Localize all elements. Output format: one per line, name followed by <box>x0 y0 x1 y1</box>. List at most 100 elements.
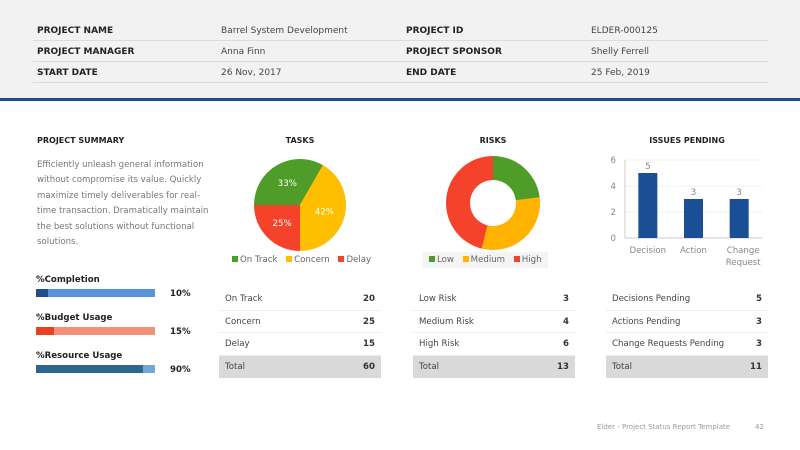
row-label: Change Requests Pending <box>612 339 725 349</box>
table-row: Low Risk 3 <box>413 288 575 311</box>
x-tick-label: Request <box>726 258 762 268</box>
table-row: On Track 20 <box>219 288 381 311</box>
row-label: Decisions Pending <box>612 294 691 304</box>
total-label: Total <box>225 361 246 372</box>
progress-percent: 90% <box>170 365 191 375</box>
slice-low <box>493 156 540 201</box>
progress-fill <box>36 289 48 297</box>
bar-action <box>684 199 703 238</box>
legend-label: Low <box>437 255 454 265</box>
header-value: Barrel System Development <box>221 26 348 36</box>
y-tick-label: 4 <box>611 182 616 192</box>
header-value: Shelly Ferrell <box>591 47 649 57</box>
progress-fill <box>36 365 144 373</box>
risks-legend: Low Medium High <box>423 252 548 268</box>
slice-delay <box>254 205 300 251</box>
bar-value-label: 3 <box>691 188 696 198</box>
total-value: 11 <box>750 361 762 372</box>
total-value: 13 <box>557 361 569 372</box>
table-row: Concern 25 <box>219 311 381 333</box>
row-value: 25 <box>363 316 375 327</box>
table-row: Delay 15 <box>219 333 381 356</box>
slice-label: 33% <box>278 179 297 189</box>
table-total-row: Total 60 <box>219 355 381 378</box>
row-value: 3 <box>756 316 762 327</box>
y-tick-label: 2 <box>611 208 616 218</box>
row-label: Actions Pending <box>612 316 681 327</box>
legend-label: Delay <box>346 255 372 265</box>
table-total-row: Total 13 <box>413 355 575 378</box>
legend-swatch <box>429 256 435 262</box>
table-row: Change Requests Pending 3 <box>606 333 768 356</box>
slice-label: 42% <box>315 208 334 218</box>
legend-label: On Track <box>240 255 278 265</box>
slice-on-track <box>254 159 323 205</box>
tasks-title: TASKS <box>285 136 315 145</box>
header-row: PROJECT MANAGER Anna Finn PROJECT SPONSO… <box>33 41 768 62</box>
slice-concern <box>300 165 347 251</box>
row-value: 20 <box>363 294 375 304</box>
footer-text: Elder - Project Status Report Template <box>597 423 731 431</box>
table-row: Medium Risk 4 <box>413 311 575 333</box>
issues-title: ISSUES PENDING <box>649 136 725 145</box>
bar-change-request <box>729 199 749 238</box>
row-label: Concern <box>225 316 261 327</box>
bar-value-label: 5 <box>645 162 650 172</box>
header-value: ELDER-000125 <box>591 26 658 36</box>
slice-label: 25% <box>273 219 292 229</box>
total-label: Total <box>612 361 633 372</box>
legend-swatch <box>232 256 238 262</box>
row-label: On Track <box>225 294 263 304</box>
table-total-row: Total 11 <box>606 355 768 378</box>
completion-bar <box>36 289 155 297</box>
summary-text: Efficiently unleash general information … <box>37 160 209 248</box>
row-label: Low Risk <box>419 294 457 304</box>
progress-percent: 15% <box>170 327 191 337</box>
header-value: 25 Feb, 2019 <box>591 68 650 78</box>
risks-title: RISKS <box>479 136 507 145</box>
header-row: PROJECT NAME Barrel System Development P… <box>33 20 768 41</box>
header-value: 26 Nov, 2017 <box>221 68 282 78</box>
progress-label: %Resource Usage <box>36 351 123 361</box>
header-label: START DATE <box>37 68 98 78</box>
legend-swatch <box>513 256 520 262</box>
legend-swatch <box>286 256 293 262</box>
tasks-legend: On Track Concern Delay <box>226 255 371 265</box>
summary-table: Decisions Pending 5 Actions Pending 3 Change… <box>606 288 768 378</box>
row-value: 15 <box>363 339 375 349</box>
row-value: 5 <box>756 294 762 304</box>
header-label: PROJECT ID <box>406 26 464 36</box>
y-tick-label: 0 <box>611 234 616 244</box>
summary-table: On Track 20 Concern 25 Delay 15 Total 60 <box>219 288 381 378</box>
x-tick-label: Decision <box>630 246 667 256</box>
legend-swatch <box>338 256 345 262</box>
row-value: 3 <box>563 294 569 304</box>
legend-swatch <box>462 256 469 262</box>
legend-label: Concern <box>294 255 330 265</box>
header-value: Anna Finn <box>221 47 266 57</box>
project-info-header: PROJECT NAME Barrel System Development P… <box>0 0 800 101</box>
total-label: Total <box>419 361 440 372</box>
table-row: High Risk 6 <box>413 333 575 356</box>
x-tick-label: Action <box>680 246 707 256</box>
slice-high <box>445 156 493 249</box>
table-row: Decisions Pending 5 <box>606 288 768 311</box>
row-label: Delay <box>225 339 250 349</box>
budget-bar <box>36 327 155 335</box>
header-label: PROJECT NAME <box>37 26 114 36</box>
resource-bar <box>36 365 155 373</box>
row-value: 6 <box>563 339 569 349</box>
header-row: START DATE 26 Nov, 2017 END DATE 25 Feb,… <box>33 62 768 83</box>
bar-value-label: 3 <box>736 188 741 198</box>
table-row: Actions Pending 3 <box>606 311 768 333</box>
legend-label: High <box>521 255 542 265</box>
progress-label: %Budget Usage <box>36 313 113 323</box>
progress-label: %Completion <box>36 275 100 285</box>
row-label: High Risk <box>419 339 460 349</box>
summary-title: PROJECT SUMMARY <box>37 136 125 145</box>
bar-decision <box>638 173 658 238</box>
header-label: END DATE <box>406 68 457 78</box>
y-tick-label: 6 <box>611 156 616 166</box>
slice-medium <box>481 197 540 250</box>
